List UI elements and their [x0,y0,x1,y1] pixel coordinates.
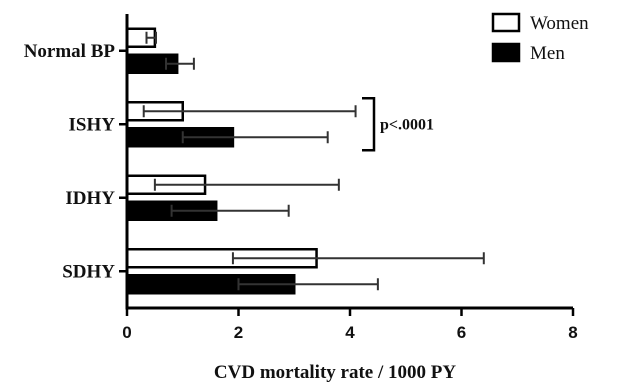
legend-label-men: Men [530,43,565,64]
x-tick-label-0: 0 [122,323,131,342]
category-labels-layer: Normal BP ISHY IDHY SDHY [24,41,127,282]
category-label-idhy: IDHY [65,188,115,209]
significance-bracket [362,97,376,152]
significance-annotation: p<.0001 [362,97,434,152]
legend: Women Men [491,12,589,64]
x-ticks-layer: 0 2 4 6 8 [122,308,578,342]
legend-label-women: Women [530,13,589,34]
x-tick-label-6: 6 [457,323,466,342]
category-label-ishy: ISHY [69,114,116,135]
legend-swatch-women [491,12,521,33]
x-tick-label-2: 2 [234,323,243,342]
bars-layer [125,27,318,295]
category-label-sdhy: SDHY [62,261,115,282]
x-tick-label-4: 4 [345,323,355,342]
x-axis-title: CVD mortality rate / 1000 PY [214,362,456,383]
x-tick-label-8: 8 [568,323,577,342]
legend-swatch-men [491,42,521,63]
error-bars-layer [142,31,485,291]
significance-label: p<.0001 [380,116,434,133]
category-label-normal-bp: Normal BP [24,41,116,62]
